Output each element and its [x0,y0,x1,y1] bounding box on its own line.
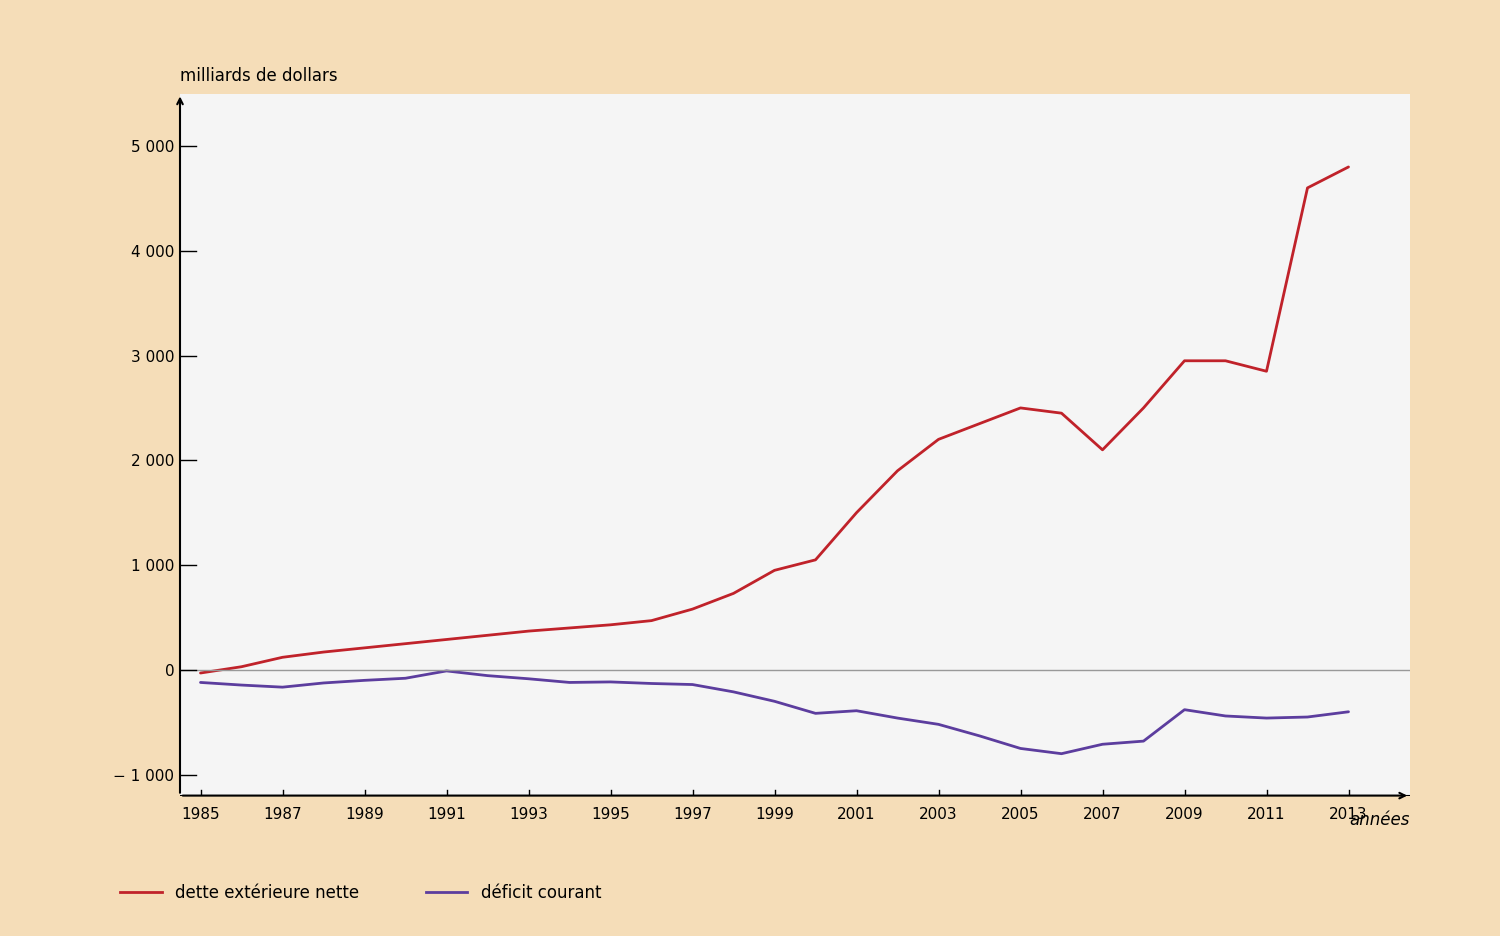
Text: années: années [1350,812,1410,829]
Legend: dette extérieure nette, déficit courant: dette extérieure nette, déficit courant [114,878,608,909]
Text: milliards de dollars: milliards de dollars [180,67,338,85]
